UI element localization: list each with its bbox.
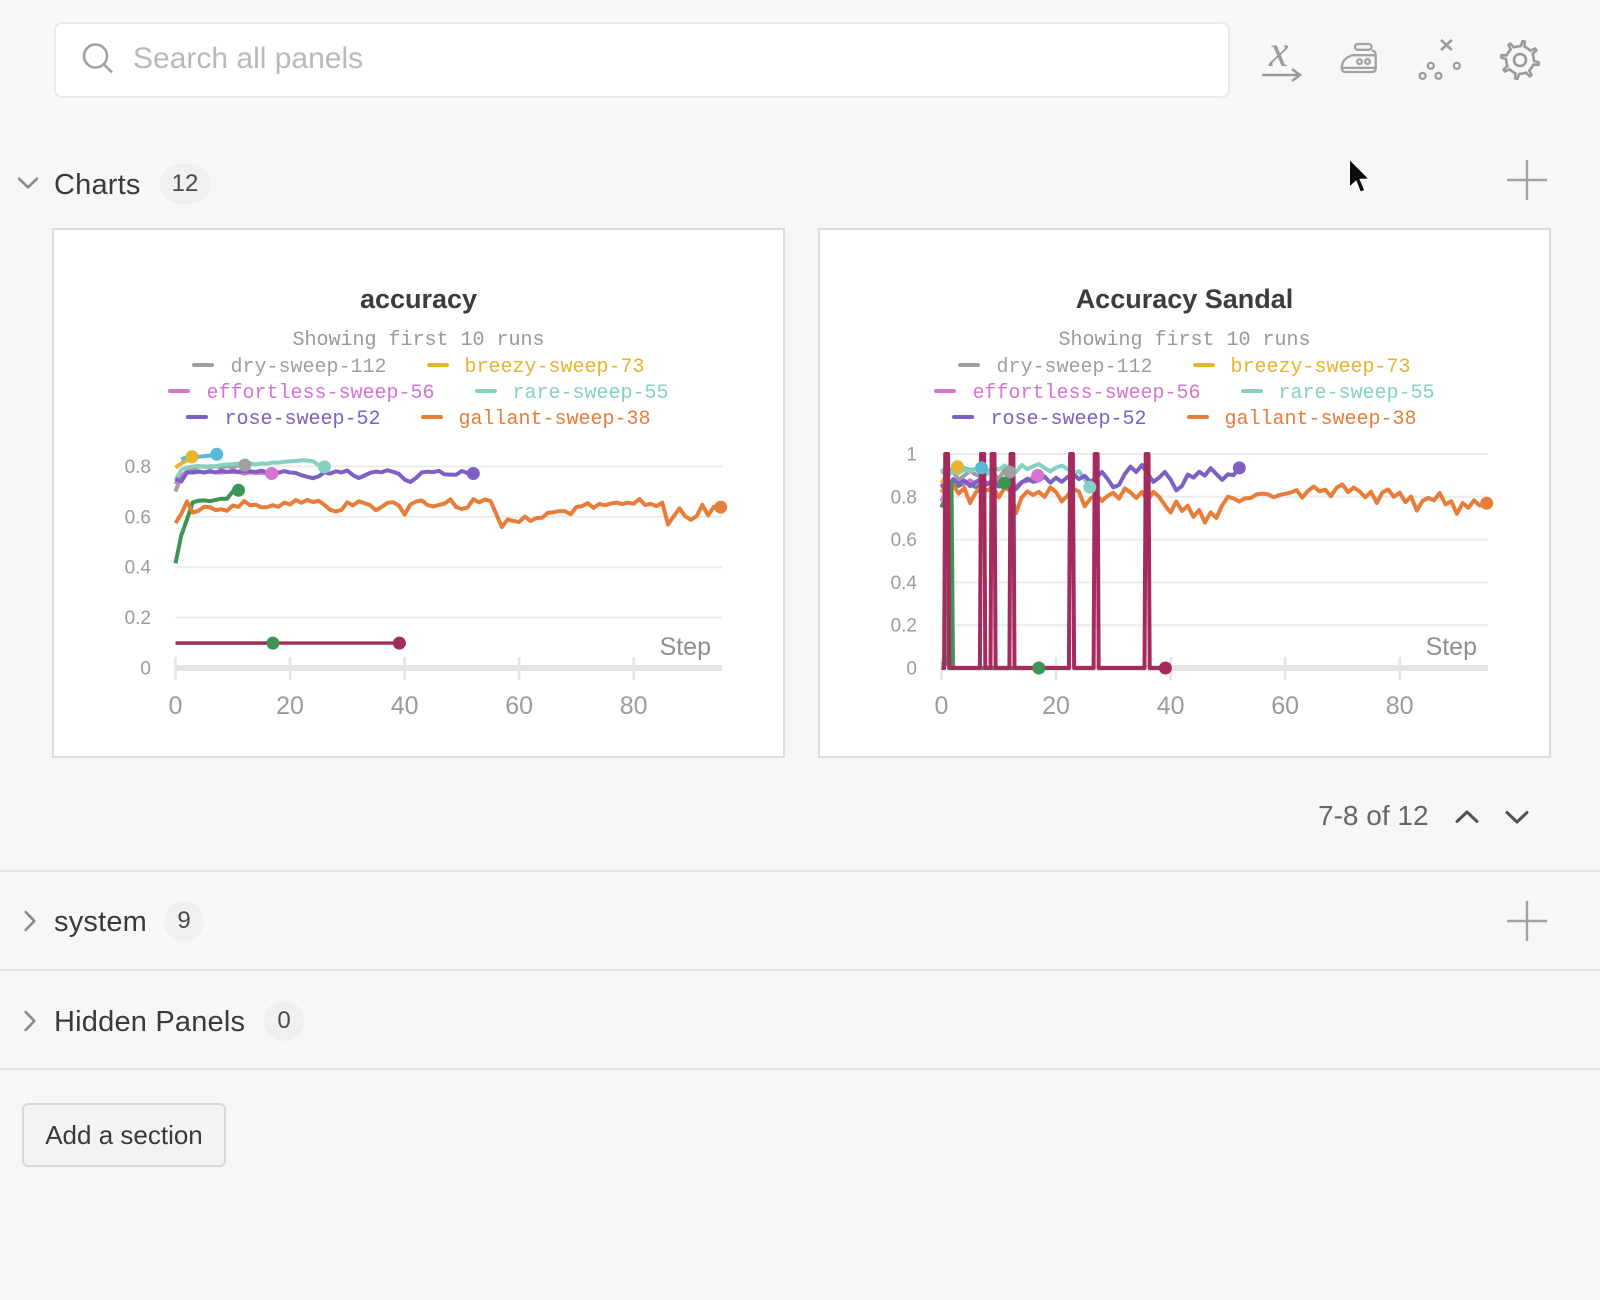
svg-text:0.8: 0.8 (891, 487, 917, 508)
svg-text:Step: Step (660, 633, 711, 661)
svg-text:60: 60 (505, 692, 533, 720)
svg-text:0: 0 (140, 659, 151, 680)
svg-text:1: 1 (906, 445, 917, 466)
svg-text:0: 0 (935, 692, 949, 720)
svg-text:40: 40 (1157, 692, 1185, 720)
svg-text:0.4: 0.4 (891, 573, 918, 594)
svg-text:40: 40 (391, 692, 419, 720)
svg-text:0.4: 0.4 (125, 558, 152, 579)
svg-text:0.6: 0.6 (125, 507, 151, 528)
svg-text:80: 80 (620, 692, 648, 720)
svg-text:Step: Step (1426, 633, 1477, 661)
svg-text:60: 60 (1271, 692, 1299, 720)
svg-text:0: 0 (169, 692, 183, 720)
svg-text:20: 20 (276, 692, 304, 720)
svg-text:0.2: 0.2 (891, 616, 917, 637)
svg-text:20: 20 (1042, 692, 1070, 720)
svg-text:80: 80 (1386, 692, 1414, 720)
svg-text:0.6: 0.6 (891, 530, 917, 551)
svg-text:0.8: 0.8 (125, 457, 151, 478)
svg-text:0.2: 0.2 (125, 608, 151, 629)
svg-text:0: 0 (906, 659, 917, 680)
svg-text:x: x (1268, 28, 1289, 76)
